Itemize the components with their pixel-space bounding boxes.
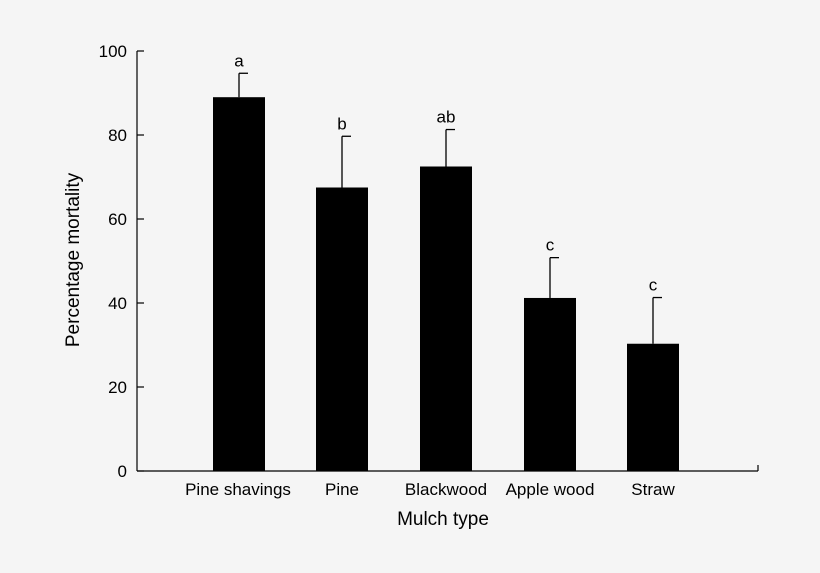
significance-label: c xyxy=(546,236,555,255)
y-tick-label: 80 xyxy=(108,126,127,145)
significance-label: a xyxy=(234,51,244,70)
y-tick-label: 100 xyxy=(99,42,127,61)
significance-label: ab xyxy=(437,108,456,127)
y-tick-label: 0 xyxy=(118,462,127,481)
y-axis: 0 20 40 60 80 100 xyxy=(99,42,144,481)
significance-label: c xyxy=(649,276,658,295)
x-tick-label: Straw xyxy=(631,480,675,499)
bar xyxy=(627,343,679,471)
y-tick-label: 20 xyxy=(108,378,127,397)
error-bars-group xyxy=(238,72,662,344)
x-tick-label: Pine xyxy=(325,480,359,499)
bar xyxy=(316,187,368,471)
y-tick-label: 40 xyxy=(108,294,127,313)
significance-label: b xyxy=(337,114,346,133)
x-axis-title: Mulch type xyxy=(397,509,489,530)
bar xyxy=(420,166,472,471)
x-tick-labels-group: Pine shavings Pine Blackwood Apple wood Stra… xyxy=(185,480,675,499)
x-tick-label: Blackwood xyxy=(405,480,487,499)
bar xyxy=(213,97,265,471)
y-tick-label: 60 xyxy=(108,210,127,229)
x-tick-label: Apple wood xyxy=(506,480,595,499)
bars-group xyxy=(213,97,679,471)
y-axis-title: Percentage mortality xyxy=(63,172,84,347)
x-tick-label: Pine shavings xyxy=(185,480,291,499)
bar xyxy=(524,297,576,471)
